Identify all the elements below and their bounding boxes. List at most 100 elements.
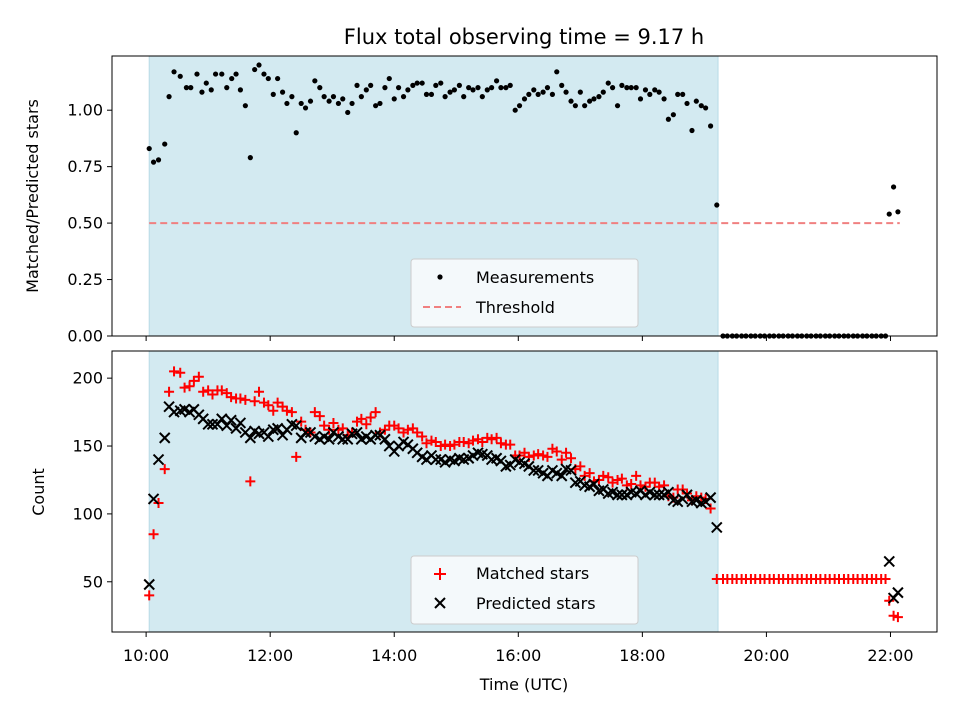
x-tick-label: 20:00 (743, 646, 789, 665)
measurement-point (503, 85, 509, 91)
measurement-point (433, 82, 439, 88)
measurement-point (229, 75, 235, 82)
measurement-point (335, 100, 342, 107)
matched-star-point (249, 396, 260, 407)
measurement-point (489, 85, 495, 91)
measurement-point (633, 85, 639, 91)
matched-star-point (245, 476, 256, 487)
matched-star-point (495, 438, 506, 449)
predicted-star-point (653, 489, 665, 501)
predicted-star-point (704, 491, 717, 504)
measurement-point (684, 100, 690, 107)
predicted-star-point (152, 453, 165, 466)
bottom-panel: 50 100 150 200 10:00 12:00 14:00 16:00 18:00 20:… (29, 350, 938, 694)
measurement-point (466, 85, 472, 91)
legend-measurements-marker (437, 274, 443, 280)
measurement-point (647, 91, 653, 97)
measurement-point (414, 80, 420, 86)
measurement-point (549, 91, 556, 97)
bottom-x-axis: 10:00 12:00 14:00 16:00 18:00 20:00 22:00 (123, 632, 914, 665)
matched-star-point (612, 474, 623, 485)
measurement-point (386, 75, 392, 82)
measurement-point (321, 94, 327, 100)
y-tick-label: 0.00 (67, 327, 103, 346)
legend-measurements-label: Measurements (476, 268, 594, 287)
measurement-point (535, 91, 541, 97)
measurement-point (368, 82, 374, 88)
measurement-point (284, 100, 290, 107)
measurement-point (521, 96, 528, 102)
top-legend-box (410, 258, 639, 328)
measurement-point (162, 141, 168, 147)
measurement-point (642, 87, 649, 93)
matched-star-point (458, 436, 469, 447)
measurement-point (265, 75, 271, 82)
predicted-star-point (206, 418, 219, 431)
predicted-star-point (892, 586, 904, 599)
matched-star-point (486, 434, 497, 445)
predicted-star-point (147, 493, 160, 505)
predicted-star-point (430, 453, 442, 466)
measurement-point (670, 112, 676, 118)
measurement-point (479, 94, 485, 100)
measurement-point (194, 71, 200, 77)
measurement-point (419, 80, 425, 86)
matched-star-point (240, 394, 251, 405)
measurement-point (326, 98, 332, 104)
bottom-y-axis-label: Count (29, 468, 48, 516)
measurement-point (498, 85, 504, 91)
predicted-star-point (299, 426, 312, 439)
measurement-point (373, 103, 379, 109)
measurement-point (451, 87, 458, 93)
predicted-star-point (662, 486, 675, 498)
matched-star-point (631, 470, 642, 481)
legend-matched-label: Matched stars (476, 564, 589, 583)
matched-star-point (538, 450, 549, 461)
measurement-point (275, 75, 281, 82)
y-tick-label: 1.00 (67, 101, 103, 120)
top-y-axis: 0.00 0.25 0.50 0.75 1.00 (67, 101, 112, 346)
matched-star-point (193, 371, 204, 382)
matched-star-point (254, 386, 265, 397)
matched-star-point (268, 405, 279, 416)
predicted-star-point (216, 413, 228, 425)
measurement-point (572, 103, 578, 109)
predicted-star-point (369, 429, 382, 441)
y-tick-label: 0.50 (67, 214, 103, 233)
predicted-star-point (244, 432, 257, 444)
measurement-point (377, 100, 383, 107)
y-tick-label: 50 (83, 572, 103, 591)
measurement-point (317, 85, 323, 91)
predicted-star-point (290, 419, 302, 432)
matched-star-point (263, 400, 274, 411)
matched-star-point (491, 432, 502, 443)
predicted-star-point (565, 464, 577, 477)
measurement-point (707, 123, 714, 129)
matched-star-point (226, 392, 237, 403)
measurement-point (146, 145, 152, 152)
measurement-point (340, 96, 346, 102)
measurement-point (568, 98, 574, 104)
measurement-point (363, 87, 369, 93)
measurement-point (559, 82, 565, 88)
predicted-star-point (323, 433, 335, 445)
measurement-point (554, 69, 560, 75)
predicted-star-point (225, 414, 237, 426)
matched-star-point (542, 451, 553, 462)
matched-star-point (417, 431, 428, 442)
top-x-axis-ticks (145, 336, 891, 341)
measurement-point (886, 211, 892, 217)
matched-star-point (435, 441, 446, 452)
matched-star-point (179, 382, 190, 393)
predicted-star-point (337, 433, 349, 445)
matched-star-point (533, 449, 544, 460)
measurement-point (312, 78, 318, 84)
matched-star-point (314, 411, 325, 422)
measurement-point (484, 87, 490, 93)
measurement-point (224, 85, 230, 91)
measurement-point (345, 109, 351, 116)
x-tick-label: 10:00 (123, 646, 169, 665)
measurement-point (614, 103, 621, 109)
predicted-star-point (883, 555, 895, 568)
measurement-point (171, 69, 177, 75)
